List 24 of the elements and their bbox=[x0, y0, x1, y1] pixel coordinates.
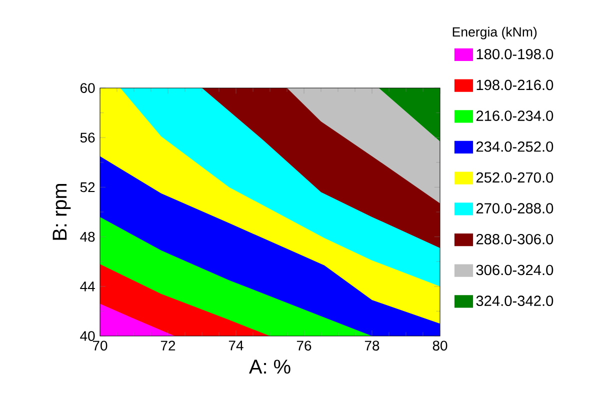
x-tick-label: 76 bbox=[296, 340, 312, 350]
legend-label: 234.0-252.0 bbox=[476, 141, 554, 152]
legend-label: 198.0-216.0 bbox=[476, 80, 554, 90]
legend-label: 216.0-234.0 bbox=[476, 110, 554, 121]
y-tick-label: 40 bbox=[80, 330, 95, 341]
y-tick-label: 48 bbox=[80, 232, 95, 242]
y-axis-title: B: rpm bbox=[52, 184, 71, 240]
legend-label: 288.0-306.0 bbox=[476, 234, 554, 244]
legend-title: Energia (kNm) bbox=[452, 26, 537, 40]
legend-label: 324.0-342.0 bbox=[476, 296, 554, 306]
y-tick-label: 60 bbox=[80, 82, 95, 93]
y-tick-label: 44 bbox=[80, 281, 95, 292]
x-tick-label: 70 bbox=[92, 340, 108, 350]
legend-label: 180.0-198.0 bbox=[476, 48, 554, 60]
x-tick-label: 78 bbox=[364, 340, 380, 350]
legend-label: 252.0-270.0 bbox=[476, 172, 554, 182]
x-tick-label: 80 bbox=[432, 340, 448, 350]
x-tick-label: 72 bbox=[160, 340, 176, 350]
legend-label: 270.0-288.0 bbox=[476, 203, 554, 214]
y-tick-label: 52 bbox=[80, 182, 95, 192]
y-tick-label: 56 bbox=[80, 132, 95, 142]
legend-label: 306.0-324.0 bbox=[476, 264, 554, 276]
x-tick-label: 74 bbox=[228, 340, 244, 350]
x-axis-title: A: % bbox=[249, 360, 290, 374]
